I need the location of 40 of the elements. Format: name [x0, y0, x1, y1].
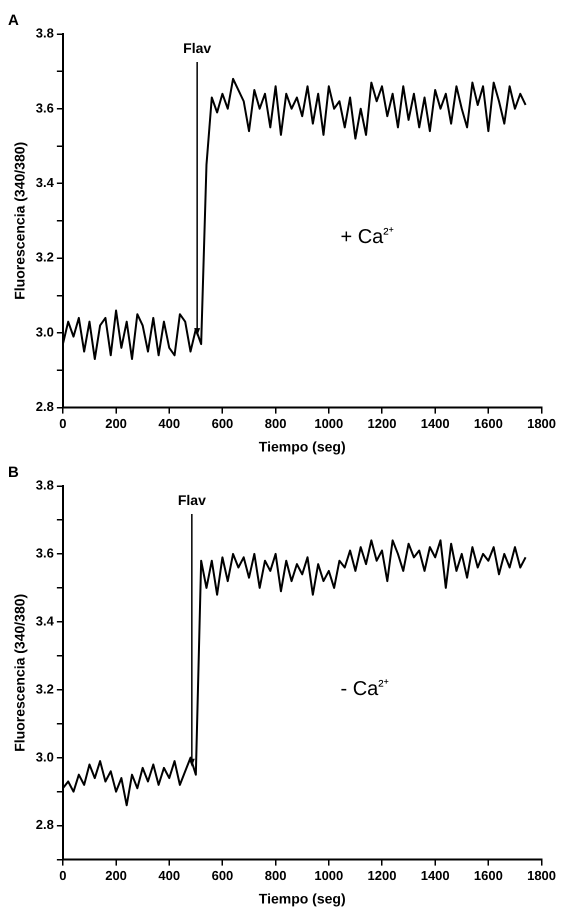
y-tick-label: 3.4: [36, 175, 55, 190]
x-tick-label: 0: [59, 868, 66, 883]
y-tick-label: 3.0: [36, 749, 54, 764]
y-tick-label: 2.8: [36, 817, 54, 832]
annotation: Flav: [183, 40, 212, 56]
chart-title: B: [8, 464, 19, 482]
x-tick-label: 200: [105, 868, 127, 883]
annotation: Flav: [178, 492, 206, 508]
x-tick-label: 1200: [368, 416, 396, 431]
x-tick-label: 400: [158, 868, 180, 883]
chart-title: A: [8, 12, 19, 30]
x-tick-label: 200: [105, 416, 127, 431]
y-tick-label: 3.8: [36, 478, 54, 493]
x-tick-label: 1000: [314, 868, 344, 883]
x-tick-label: 1400: [420, 868, 450, 883]
y-tick-label: 3.6: [36, 100, 54, 116]
x-tick-label: 800: [264, 416, 286, 431]
y-tick-label: 3.0: [36, 324, 54, 340]
x-tick-label: 1600: [474, 416, 503, 431]
y-tick-label: 2.8: [36, 399, 54, 414]
x-tick-label: 1800: [527, 416, 556, 431]
y-tick-label: 3.6: [36, 546, 54, 561]
y-axis-title: Fluorescencia (340/380): [11, 594, 28, 752]
y-axis-title: Fluorescencia (340/380): [11, 142, 28, 300]
y-tick-label: 3.2: [36, 681, 54, 696]
x-tick-label: 600: [212, 416, 234, 431]
x-tick-label: 600: [212, 868, 234, 883]
x-tick-label: 1000: [314, 416, 344, 431]
x-axis-title: Tiempo (seg): [258, 438, 346, 454]
y-tick-label: 3.8: [36, 26, 54, 41]
x-tick-label: 1200: [368, 868, 396, 883]
x-tick-label: 800: [264, 868, 286, 883]
x-tick-label: 1400: [420, 416, 450, 431]
y-tick-label: 3.2: [36, 250, 54, 265]
x-tick-label: 400: [158, 416, 180, 431]
x-axis-title: Tiempo (seg): [258, 890, 346, 906]
x-tick-label: 1600: [474, 868, 503, 883]
y-tick-label: 3.4: [36, 613, 55, 628]
x-tick-label: 1800: [527, 868, 556, 883]
x-tick-label: 0: [59, 416, 66, 431]
